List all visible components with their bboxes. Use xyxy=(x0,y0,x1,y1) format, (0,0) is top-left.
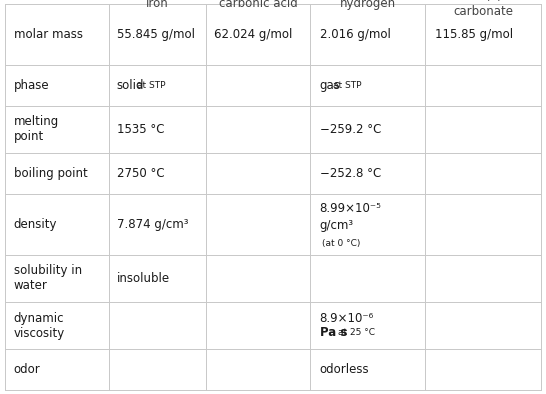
Text: iron: iron xyxy=(146,0,169,10)
Text: Pa s: Pa s xyxy=(319,326,347,339)
Text: hydrogen: hydrogen xyxy=(340,0,396,10)
Text: solubility in
water: solubility in water xyxy=(14,264,82,292)
Text: 55.845 g/mol: 55.845 g/mol xyxy=(116,28,194,41)
Text: 7.874 g/cm³: 7.874 g/cm³ xyxy=(116,218,188,231)
Text: odorless: odorless xyxy=(319,363,369,376)
Text: insoluble: insoluble xyxy=(116,272,170,285)
Text: 8.99×10⁻⁵: 8.99×10⁻⁵ xyxy=(319,203,382,215)
Text: 2.016 g/mol: 2.016 g/mol xyxy=(319,28,390,41)
Text: g/cm³: g/cm³ xyxy=(319,219,354,232)
Text: 62.024 g/mol: 62.024 g/mol xyxy=(215,28,293,41)
Text: odor: odor xyxy=(14,363,40,376)
Text: density: density xyxy=(14,218,57,231)
Text: iron(II)
carbonate: iron(II) carbonate xyxy=(453,0,513,18)
Text: 1535 °C: 1535 °C xyxy=(116,123,164,136)
Text: 8.9×10⁻⁶: 8.9×10⁻⁶ xyxy=(319,312,374,325)
Text: boiling point: boiling point xyxy=(14,167,87,180)
Text: 2750 °C: 2750 °C xyxy=(116,167,164,180)
Text: phase: phase xyxy=(14,79,49,92)
Text: 115.85 g/mol: 115.85 g/mol xyxy=(435,28,513,41)
Text: molar mass: molar mass xyxy=(14,28,83,41)
Text: at STP: at STP xyxy=(333,81,361,90)
Text: carbonic acid: carbonic acid xyxy=(219,0,298,10)
Text: (at 0 °C): (at 0 °C) xyxy=(322,238,361,247)
Text: melting
point: melting point xyxy=(14,115,59,143)
Text: solid: solid xyxy=(116,79,144,92)
Text: −252.8 °C: −252.8 °C xyxy=(319,167,381,180)
Text: dynamic
viscosity: dynamic viscosity xyxy=(14,312,65,340)
Text: at STP: at STP xyxy=(137,81,165,90)
Text: at 25 °C: at 25 °C xyxy=(337,328,375,337)
Text: gas: gas xyxy=(319,79,341,92)
Text: −259.2 °C: −259.2 °C xyxy=(319,123,381,136)
